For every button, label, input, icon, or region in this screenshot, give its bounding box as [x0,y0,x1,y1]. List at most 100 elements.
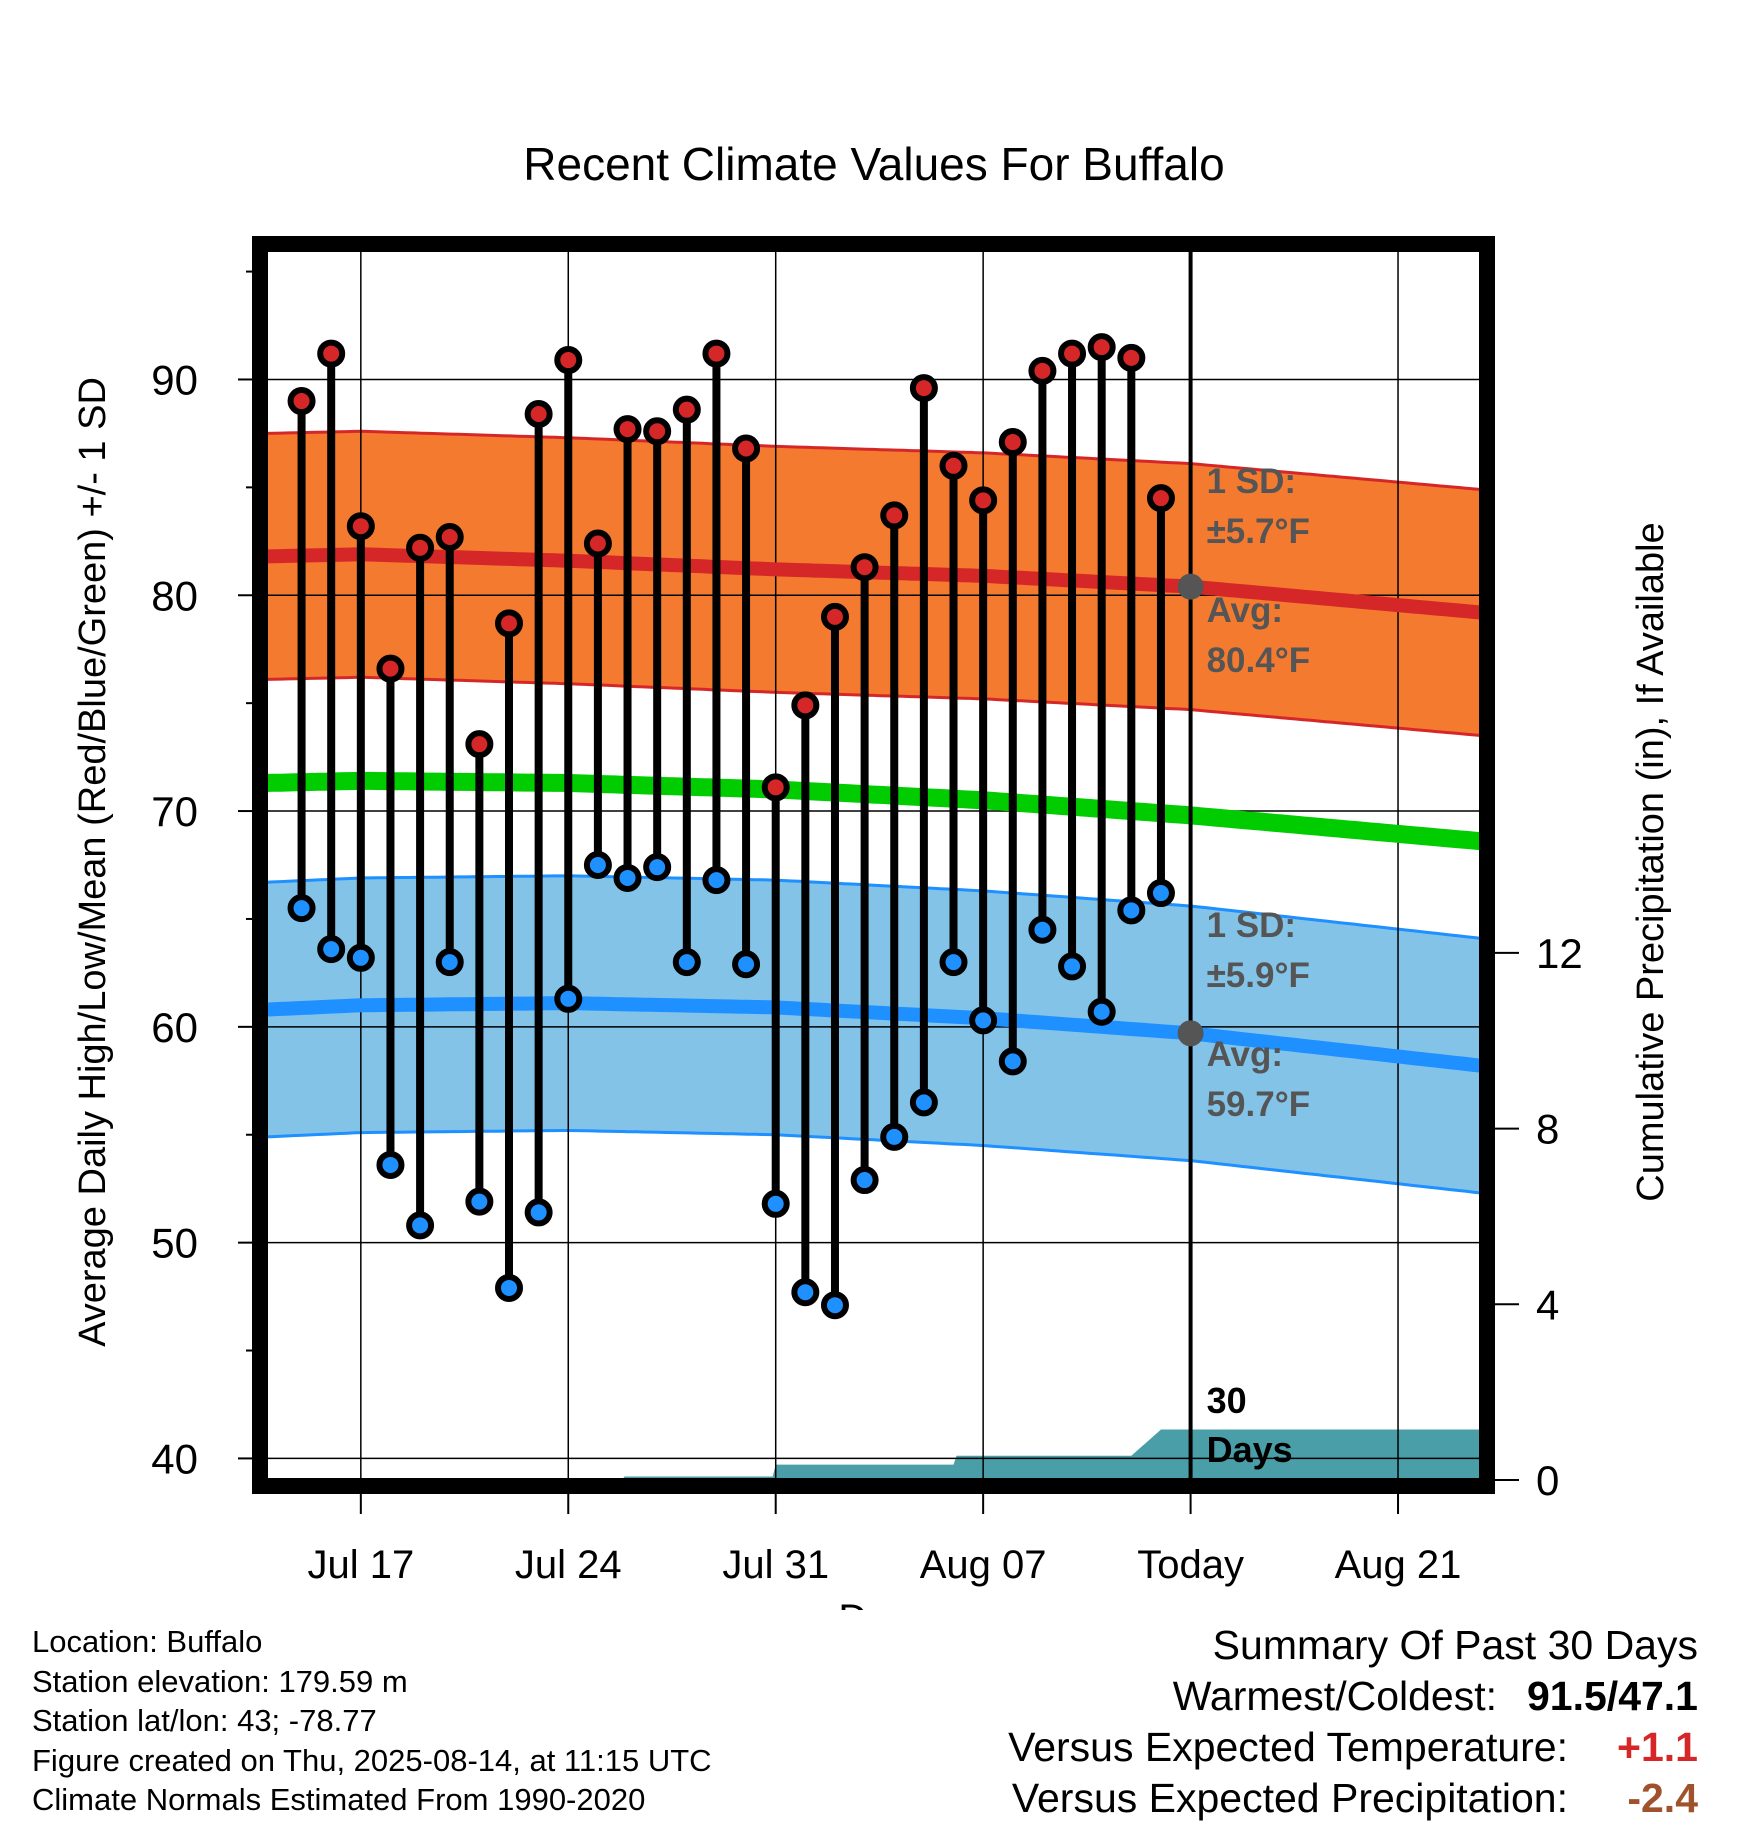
precip-value: -2.4 [1627,1775,1698,1821]
daily-low-point [524,1198,553,1227]
daily-low-point [850,1166,879,1195]
elevation-text: Station elevation: 179.59 m [32,1663,408,1699]
daily-high-point [880,501,909,530]
warm-cold-row: Warmest/Coldest: 91.5/47.1 [1008,1671,1698,1722]
summary-title: Summary Of Past 30 Days [1212,1622,1698,1668]
x-tick-label: Aug 21 [1335,1543,1462,1587]
daily-low-point [672,948,701,977]
daily-low-point [1058,952,1087,981]
daily-low-point [495,1273,523,1302]
daily-high-point [495,609,523,638]
normal-mean-line [266,771,1481,851]
daily-high-point [761,773,790,802]
daily-low-point [376,1150,405,1179]
daily-low-point [1117,896,1146,925]
daily-high-point [732,434,761,463]
x-tick-label: Jul 24 [515,1543,622,1587]
precip-row: Versus Expected Precipitation: -2.4 [1008,1773,1698,1824]
high-sd-value: ±5.7°F [1207,512,1310,551]
daily-high-point [643,417,672,446]
daily-high-point [820,602,849,631]
daily-low-point [465,1187,494,1216]
daily-high-point [1117,343,1146,372]
daily-high-point [1146,484,1175,513]
daily-high-point [969,486,998,515]
daily-low-point [880,1122,909,1151]
daily-high-point [998,428,1027,457]
summary-panel: Summary Of Past 30 Days Warmest/Coldest:… [1008,1620,1698,1824]
daily-high-point [435,523,464,551]
daily-low-point [909,1088,938,1117]
low-sd-label: 1 SD: [1207,906,1296,945]
plot-frame [252,236,1495,1494]
normal-low-line [266,996,1481,1073]
y-tick-label: 70 [151,788,198,835]
daily-high-point [524,400,553,428]
daily-low-point [820,1291,849,1320]
daily-high-point [346,512,375,541]
location-text: Location: Buffalo [32,1624,263,1659]
warm-cold-label: Warmest/Coldest: [1172,1673,1497,1719]
daily-high-point [287,387,316,416]
y2-axis-label: Cumulative Precipitation (in), If Availa… [1630,522,1672,1201]
daily-high-point [672,395,701,424]
high-avg-marker [1177,573,1204,600]
low-avg-value: 59.7°F [1207,1085,1311,1124]
y-tick-label: 40 [151,1435,198,1482]
chart-title: Recent Climate Values For Buffalo [523,138,1224,190]
x-tick-label: Jul 17 [307,1543,414,1587]
low-avg-marker [1177,1020,1204,1047]
window-label-unit: Days [1207,1429,1293,1470]
normals-text: Climate Normals Estimated From 1990-2020 [32,1782,646,1817]
y2-tick-label: 12 [1536,930,1583,977]
plot-clip-group: 1 SD: ±5.7°F Avg: 80.4°F 1 SD: ±5.9°F Avg: 59.7… [266,250,1481,1480]
y-tick-label: 80 [151,572,198,619]
daily-high-point [406,533,435,562]
x-tick-label: Today [1137,1543,1244,1587]
low-sd-upper-line [266,874,1481,940]
temp-value: +1.1 [1617,1724,1698,1770]
climate-chart: Recent Climate Values For Buffalo 1 SD: ±… [72,138,1672,1610]
daily-low-point [406,1211,435,1240]
daily-low-point [939,948,968,977]
warm-cold-value: 91.5/47.1 [1527,1673,1698,1719]
y-axis-label: Average Daily High/Low/Mean (Red/Blue/Gr… [72,377,114,1347]
daily-low-point [1087,997,1116,1026]
y2-tick-label: 0 [1536,1457,1559,1504]
daily-high-point [1087,333,1116,362]
y-tick-label: 60 [151,1004,198,1051]
daily-low-point [435,948,464,977]
high-sd-label: 1 SD: [1207,462,1296,501]
x-tick-label: Aug 07 [920,1543,1047,1587]
high-avg-value: 80.4°F [1207,641,1311,680]
station-info: Location: Buffalo Station elevation: 179… [32,1622,712,1820]
daily-low-point [791,1278,820,1307]
daily-high-point [583,529,612,558]
window-label-number: 30 [1207,1380,1247,1421]
y-tick-label: 90 [151,356,198,403]
daily-high-point [909,374,938,403]
daily-high-point [1028,356,1057,385]
daily-high-point [317,339,346,368]
high-sd-upper-line [266,429,1481,491]
y-tick-label: 50 [151,1220,198,1267]
daily-high-point [376,654,405,683]
temp-label: Versus Expected Temperature: [1008,1724,1568,1770]
daily-low-point [702,866,731,895]
daily-low-point [583,851,612,879]
daily-low-point [1146,879,1175,908]
daily-high-point [465,730,494,759]
x-tick-label: Jul 31 [722,1543,829,1587]
latlon-text: Station lat/lon: 43; -78.77 [32,1703,377,1738]
daily-high-point [791,691,820,720]
daily-low-point [1028,915,1057,944]
high-sd-lower-line [266,675,1481,737]
daily-high-point [850,553,879,582]
daily-high-point [554,346,583,375]
daily-low-point [761,1189,790,1218]
low-sd-lower-line [266,1129,1481,1195]
daily-high-point [1058,339,1087,368]
x-axis-label: Day [838,1597,909,1610]
y2-tick-label: 8 [1536,1106,1559,1153]
low-avg-label: Avg: [1207,1035,1283,1074]
